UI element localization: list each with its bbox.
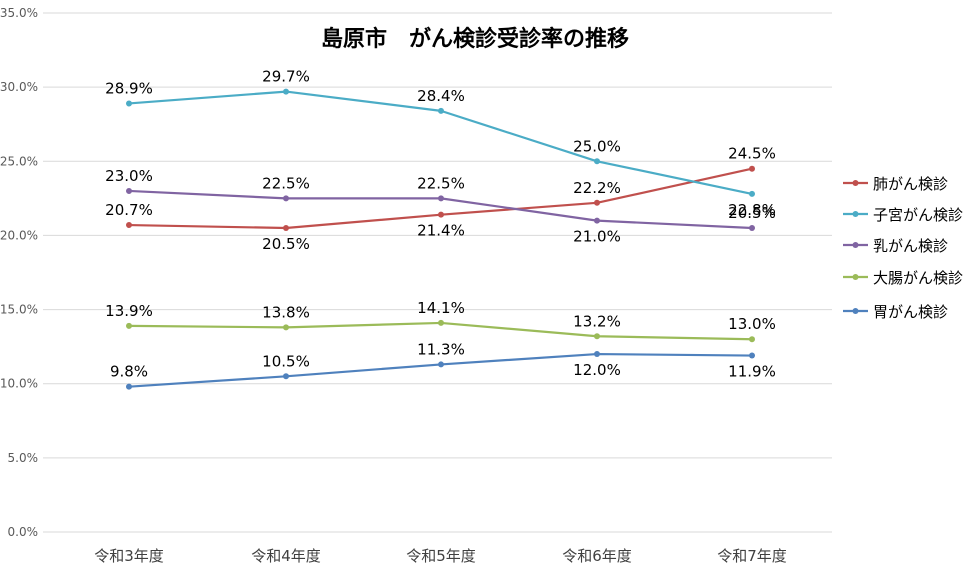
data-label: 22.5% <box>417 174 465 192</box>
data-label: 28.4% <box>417 87 465 105</box>
legend-marker <box>852 274 859 280</box>
series-lines <box>126 88 755 390</box>
legend-marker <box>852 180 859 186</box>
data-label: 22.8% <box>728 201 776 219</box>
legend-marker <box>852 242 859 248</box>
legend-label: 子宮がん検診 <box>873 206 963 224</box>
y-tick-label: 25.0% <box>0 154 38 168</box>
legend-marker <box>852 211 859 217</box>
data-point <box>594 158 600 165</box>
data-label: 9.8% <box>110 363 148 381</box>
data-point <box>594 333 600 340</box>
data-label: 10.5% <box>262 352 310 370</box>
data-point <box>438 195 444 202</box>
data-label: 28.9% <box>105 79 153 97</box>
data-point <box>283 373 289 380</box>
legend-label: 胃がん検診 <box>873 303 948 321</box>
data-label: 11.3% <box>417 340 465 358</box>
x-tick-label: 令和3年度 <box>94 547 164 565</box>
data-label: 22.2% <box>573 179 621 197</box>
data-point <box>749 225 755 232</box>
x-tick-label: 令和5年度 <box>406 547 476 565</box>
data-label: 24.5% <box>728 145 776 163</box>
data-point <box>438 107 444 114</box>
data-point <box>126 100 132 107</box>
data-label: 20.5% <box>262 235 310 253</box>
data-point <box>594 351 600 358</box>
series-line <box>128 352 753 388</box>
data-point <box>438 211 444 218</box>
data-point <box>126 187 132 194</box>
x-tick-label: 令和6年度 <box>562 547 632 565</box>
y-tick-label: 35.0% <box>0 6 38 20</box>
data-label: 12.0% <box>573 361 621 379</box>
data-label: 20.7% <box>105 201 153 219</box>
legend-label: 肺がん検診 <box>873 175 948 193</box>
data-label: 20.5% <box>728 204 776 222</box>
legend-marker <box>852 308 859 314</box>
x-axis-ticks: 令和3年度 令和4年度 令和5年度 令和6年度 令和7年度 <box>94 547 787 565</box>
data-label: 13.9% <box>105 302 153 320</box>
data-point <box>283 88 289 95</box>
data-label: 25.0% <box>573 137 621 155</box>
legend-label: 乳がん検診 <box>873 237 948 255</box>
data-point <box>438 319 444 326</box>
data-labels: 20.7% 20.5% 21.4% 22.2% 24.5% 28.9% 29.7% 28.4%… <box>105 68 776 381</box>
y-tick-label: 20.0% <box>0 228 38 242</box>
data-label: 23.0% <box>105 167 153 185</box>
y-tick-label: 5.0% <box>8 451 39 465</box>
data-point <box>126 322 132 329</box>
data-label: 13.2% <box>573 312 621 330</box>
x-tick-label: 令和4年度 <box>251 547 321 565</box>
data-label: 14.1% <box>417 299 465 317</box>
data-point <box>283 324 289 331</box>
data-point <box>594 217 600 224</box>
y-axis-ticks: 0.0% 5.0% 10.0% 15.0% 20.0% 25.0% 30.0% 35.0% <box>0 6 38 539</box>
data-label: 21.0% <box>573 228 621 246</box>
data-point <box>749 336 755 343</box>
data-label: 21.4% <box>417 222 465 240</box>
chart-title: 島原市 がん検診受診率の推移 <box>321 26 629 52</box>
legend-label: 大腸がん検診 <box>873 269 963 287</box>
y-tick-label: 15.0% <box>0 303 38 317</box>
y-tick-label: 0.0% <box>8 525 39 539</box>
y-tick-label: 10.0% <box>0 377 38 391</box>
data-point <box>126 383 132 390</box>
data-point <box>283 225 289 232</box>
data-label: 29.7% <box>262 68 310 86</box>
data-label: 13.0% <box>728 315 776 333</box>
data-label: 11.9% <box>728 363 776 381</box>
data-point <box>749 165 755 172</box>
data-point <box>749 190 755 197</box>
data-point <box>283 195 289 202</box>
data-point <box>594 199 600 206</box>
data-point <box>749 352 755 359</box>
y-tick-label: 30.0% <box>0 80 38 94</box>
data-label: 13.8% <box>262 303 310 321</box>
data-point <box>438 361 444 368</box>
x-tick-label: 令和7年度 <box>717 547 787 565</box>
data-point <box>126 222 132 229</box>
data-label: 22.5% <box>262 174 310 192</box>
